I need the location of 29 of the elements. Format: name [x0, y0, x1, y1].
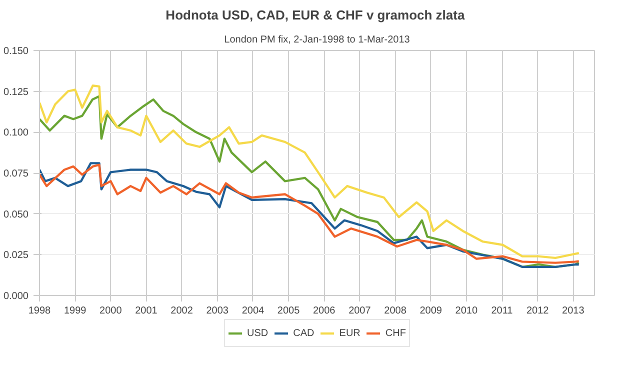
x-tick-label: 2003: [206, 306, 229, 316]
y-tick-label: 0.075: [3, 168, 29, 180]
x-tick-label: 2001: [135, 306, 158, 316]
y-tick-label: 0.000: [3, 291, 29, 302]
x-tick-label: 2012: [526, 306, 550, 316]
chart-title: Hodnota USD, CAD, EUR & CHF v gramoch zlata: [166, 8, 466, 22]
x-tick-label: 2004: [242, 306, 265, 316]
legend-label: EUR: [339, 328, 360, 338]
x-tick-label: 2010: [455, 306, 478, 316]
x-tick-label: 2006: [312, 306, 336, 316]
x-tick-label: 2011: [491, 306, 514, 316]
x-tick-label: 2008: [384, 306, 407, 316]
chart-subtitle: London PM fix, 2-Jan-1998 to 1-Mar-2013: [224, 34, 410, 46]
y-tick-label: 0.025: [3, 250, 29, 262]
x-tick-label: 2000: [100, 306, 122, 316]
x-tick-label: 2013: [562, 306, 585, 316]
x-tick-label: 2009: [420, 306, 442, 316]
x-tick-label: 1999: [64, 306, 87, 316]
legend-label: USD: [247, 328, 268, 338]
y-tick-label: 0.050: [3, 209, 29, 220]
y-tick-label: 0.150: [3, 46, 29, 57]
x-tick-label: 2007: [348, 306, 372, 316]
y-tick-label: 0.125: [3, 86, 29, 98]
x-tick-label: 2002: [170, 306, 194, 316]
y-tick-label: 0.100: [3, 128, 29, 139]
legend-label: CAD: [293, 328, 314, 338]
x-tick-label: 1998: [28, 306, 52, 316]
legend-label: CHF: [385, 328, 406, 338]
x-tick-label: 2005: [277, 306, 300, 316]
